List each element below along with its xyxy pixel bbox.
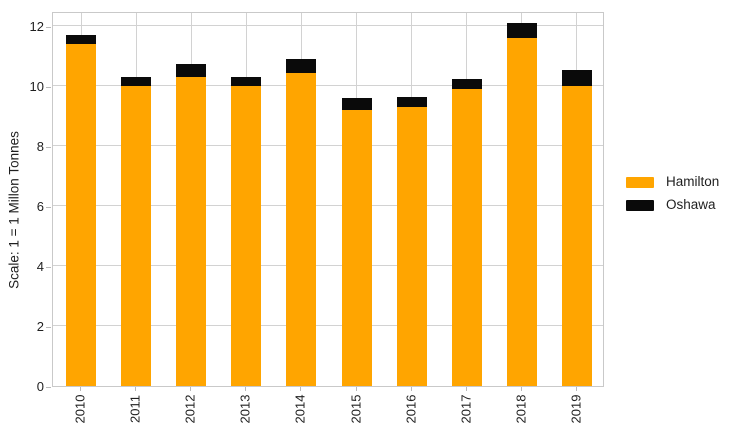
y-tick-label-10: 10 xyxy=(29,79,44,94)
y-tick-mark-4 xyxy=(46,266,51,268)
x-tick-label-2016: 2016 xyxy=(403,394,419,424)
gridline-y-2 xyxy=(53,325,603,326)
legend-label-oshawa: Oshawa xyxy=(666,197,716,212)
plot-area xyxy=(52,12,604,387)
x-tick-mark-2018 xyxy=(521,387,523,391)
bar-segment-hamilton-2017 xyxy=(452,89,482,386)
bar-segment-oshawa-2016 xyxy=(396,96,427,107)
bar-segment-oshawa-2017 xyxy=(452,78,482,89)
gridline-y-8 xyxy=(53,145,603,146)
bar-segment-hamilton-2014 xyxy=(286,72,317,386)
bar-segment-oshawa-2014 xyxy=(286,59,317,73)
y-tick-label-6: 6 xyxy=(36,199,44,214)
x-tick-label-2012: 2012 xyxy=(182,394,198,424)
x-tick-label-2014: 2014 xyxy=(292,394,308,424)
x-tick-mark-2014 xyxy=(300,387,302,391)
bar-segment-oshawa-2015 xyxy=(341,98,372,110)
y-tick-mark-10 xyxy=(46,86,51,88)
bar-segment-hamilton-2019 xyxy=(562,86,593,386)
legend-item-oshawa: Oshawa xyxy=(626,197,719,213)
bar-segment-hamilton-2018 xyxy=(507,38,538,386)
bar-segment-oshawa-2010 xyxy=(65,35,96,44)
bar-segment-oshawa-2011 xyxy=(120,77,151,86)
bar-segment-oshawa-2013 xyxy=(231,77,262,86)
x-tick-label-2019: 2019 xyxy=(568,394,584,424)
bar-segment-hamilton-2015 xyxy=(341,110,372,386)
gridline-y-6 xyxy=(53,205,603,206)
bar-segment-hamilton-2013 xyxy=(231,86,262,386)
bar-segment-hamilton-2012 xyxy=(176,77,206,386)
gridline-y-12 xyxy=(53,25,603,26)
y-tick-mark-12 xyxy=(46,26,51,28)
x-tick-label-2011: 2011 xyxy=(127,395,143,423)
legend-swatch-hamilton xyxy=(626,176,654,188)
x-tick-label-2018: 2018 xyxy=(513,394,529,424)
legend-label-hamilton: Hamilton xyxy=(666,174,720,189)
x-tick-label-2010: 2010 xyxy=(72,394,88,424)
y-tick-mark-8 xyxy=(46,146,51,148)
bar-segment-oshawa-2018 xyxy=(507,23,538,38)
x-tick-mark-2013 xyxy=(245,387,247,391)
x-tick-mark-2016 xyxy=(410,387,412,391)
x-tick-mark-2019 xyxy=(576,387,578,391)
x-tick-label-2013: 2013 xyxy=(237,394,253,424)
legend-swatch-oshawa xyxy=(626,199,654,211)
y-tick-mark-6 xyxy=(46,206,51,208)
x-tick-mark-2017 xyxy=(466,387,467,391)
bar-segment-hamilton-2011 xyxy=(120,86,151,386)
x-tick-mark-2011 xyxy=(134,387,136,391)
bar-segment-oshawa-2019 xyxy=(562,69,593,86)
y-tick-label-12: 12 xyxy=(29,19,44,34)
y-tick-label-0: 0 xyxy=(36,379,44,394)
y-tick-mark-0 xyxy=(46,386,51,388)
y-tick-label-2: 2 xyxy=(36,319,44,334)
x-tick-label-2017: 2017 xyxy=(458,394,474,424)
x-tick-mark-2015 xyxy=(355,387,357,391)
x-tick-mark-2012 xyxy=(190,387,191,391)
bar-segment-oshawa-2012 xyxy=(176,63,206,77)
y-tick-label-8: 8 xyxy=(36,139,44,154)
y-tick-mark-2 xyxy=(46,326,51,328)
y-tick-label-4: 4 xyxy=(36,259,44,274)
gridline-y-4 xyxy=(53,265,603,266)
x-tick-mark-2010 xyxy=(79,387,81,391)
bar-segment-hamilton-2016 xyxy=(396,107,427,386)
bar-segment-hamilton-2010 xyxy=(65,44,96,386)
x-tick-label-2015: 2015 xyxy=(348,394,364,424)
legend: Hamilton Oshawa xyxy=(626,174,719,220)
legend-item-hamilton: Hamilton xyxy=(626,174,719,190)
gridline-y-10 xyxy=(53,85,603,86)
